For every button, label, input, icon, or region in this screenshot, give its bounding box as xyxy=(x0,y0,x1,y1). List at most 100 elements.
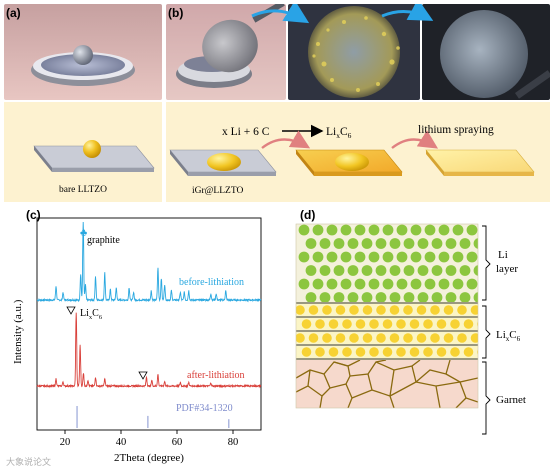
lic6-atom xyxy=(342,319,352,329)
li-atom xyxy=(389,238,401,249)
lic6-atom xyxy=(335,305,346,315)
lic6-atom xyxy=(430,333,440,343)
xrd-chart: 20 40 60 80 ♣ graphite before-lithiation Li… xyxy=(4,210,274,468)
li-atom xyxy=(305,238,317,249)
lic6-atom xyxy=(416,333,427,343)
li-atom xyxy=(466,251,478,263)
li-atom xyxy=(438,278,450,290)
li-atom xyxy=(354,251,366,263)
lic6-atom xyxy=(477,321,478,327)
lic6-atom xyxy=(349,333,359,343)
lic6-atom xyxy=(477,349,478,355)
li-atom xyxy=(333,292,345,302)
li-atom xyxy=(347,265,359,276)
lic6-atom xyxy=(362,305,373,315)
li-atom xyxy=(452,278,464,290)
before-lithiation-label: before-lithiation xyxy=(179,277,244,288)
li-atom xyxy=(410,251,422,263)
layer2-label: LixC6 xyxy=(496,329,521,343)
lithiated-photo xyxy=(288,4,420,100)
x-tick-label: 40 xyxy=(116,437,127,448)
li-atom xyxy=(417,238,429,249)
li-atom xyxy=(459,238,471,249)
li-atom xyxy=(417,265,429,276)
lic6-atom xyxy=(396,319,406,329)
before-lithiation-trace xyxy=(36,221,262,303)
lic6-atom xyxy=(463,319,474,329)
li-atom xyxy=(375,265,387,276)
li-atom xyxy=(431,265,443,276)
lic6-marker-2 xyxy=(138,371,148,380)
x-tick-label: 80 xyxy=(228,437,239,448)
layer3-label: Garnet xyxy=(496,394,526,406)
lic6-atom xyxy=(436,347,447,357)
lic6-atom xyxy=(423,347,433,357)
li-atom xyxy=(424,224,436,236)
li-atom xyxy=(438,251,450,263)
li-atom xyxy=(312,251,324,263)
li-atom xyxy=(410,278,422,290)
li-atom xyxy=(375,238,387,249)
brace-lic6 xyxy=(482,305,491,359)
lic6-atom xyxy=(409,319,420,329)
li-atom xyxy=(403,265,415,276)
lic6-atom xyxy=(308,333,319,343)
lic6-atom xyxy=(423,319,433,329)
lic6-atom xyxy=(301,319,312,329)
panel-c-label: (c) xyxy=(26,208,41,222)
li-layer xyxy=(296,224,478,302)
reaction-left: x Li + 6 C xyxy=(222,126,270,138)
li-atom xyxy=(368,224,380,236)
lic6-atom xyxy=(342,347,352,357)
li-atom xyxy=(445,265,457,276)
li-atom xyxy=(368,278,380,290)
after-lithiation-trace xyxy=(36,312,262,389)
sprayed-photo xyxy=(422,4,550,100)
panel-a-label: (a) xyxy=(6,6,21,20)
li-atom xyxy=(368,251,380,263)
li-atom xyxy=(340,278,352,290)
lic6-atom xyxy=(450,319,460,329)
lic6-atom xyxy=(328,319,339,329)
panel-b: x Li + 6 C LixC6 lithium spraying iGr@LL… xyxy=(166,4,550,202)
li-atom xyxy=(326,224,338,236)
bare-llzto-photo xyxy=(4,4,162,100)
watermark: 大象说论文 xyxy=(6,458,52,468)
graphite-marker: ♣ xyxy=(80,227,87,239)
lic6-atom xyxy=(443,305,454,315)
li-atom xyxy=(333,238,345,249)
panel-b-label: (b) xyxy=(168,6,184,20)
reaction-right: LixC6 xyxy=(326,126,352,140)
li-atom xyxy=(389,292,401,302)
lic6-atom xyxy=(315,319,325,329)
panel-b-caption: iGr@LLZTO xyxy=(192,186,243,196)
li-atom xyxy=(298,278,310,290)
layer-diagram: Li layer LixC6 Garnet xyxy=(295,223,526,435)
li-atom xyxy=(403,238,415,249)
li-atom xyxy=(319,265,331,276)
lic6-atom xyxy=(335,333,346,343)
lic6-label: LixC6 xyxy=(80,308,103,321)
li-atom xyxy=(312,278,324,290)
lic6-atom xyxy=(396,347,406,357)
after-lithiation-label: after-lithiation xyxy=(187,370,245,381)
layer1b-label: layer xyxy=(496,263,518,275)
li-atom xyxy=(473,238,478,249)
lic6-atom xyxy=(409,347,420,357)
li-atom xyxy=(340,224,352,236)
panel-a-caption: bare LLTZO xyxy=(59,185,107,195)
lic6-atom xyxy=(355,319,366,329)
lic6-atom xyxy=(296,305,305,315)
lic6-atom xyxy=(436,319,447,329)
li-atom xyxy=(298,251,310,263)
lic6-atom xyxy=(349,305,359,315)
x-axis-label: 2Theta (degree) xyxy=(114,452,184,464)
panel-a: (a) bare LLTZO xyxy=(4,4,162,202)
lic6-atom xyxy=(430,305,440,315)
li-atom xyxy=(466,224,478,236)
li-atom xyxy=(424,251,436,263)
lic6-atom xyxy=(416,305,427,315)
li-atom xyxy=(361,265,373,276)
lic6-marker xyxy=(66,306,76,315)
li-atom xyxy=(361,292,373,302)
